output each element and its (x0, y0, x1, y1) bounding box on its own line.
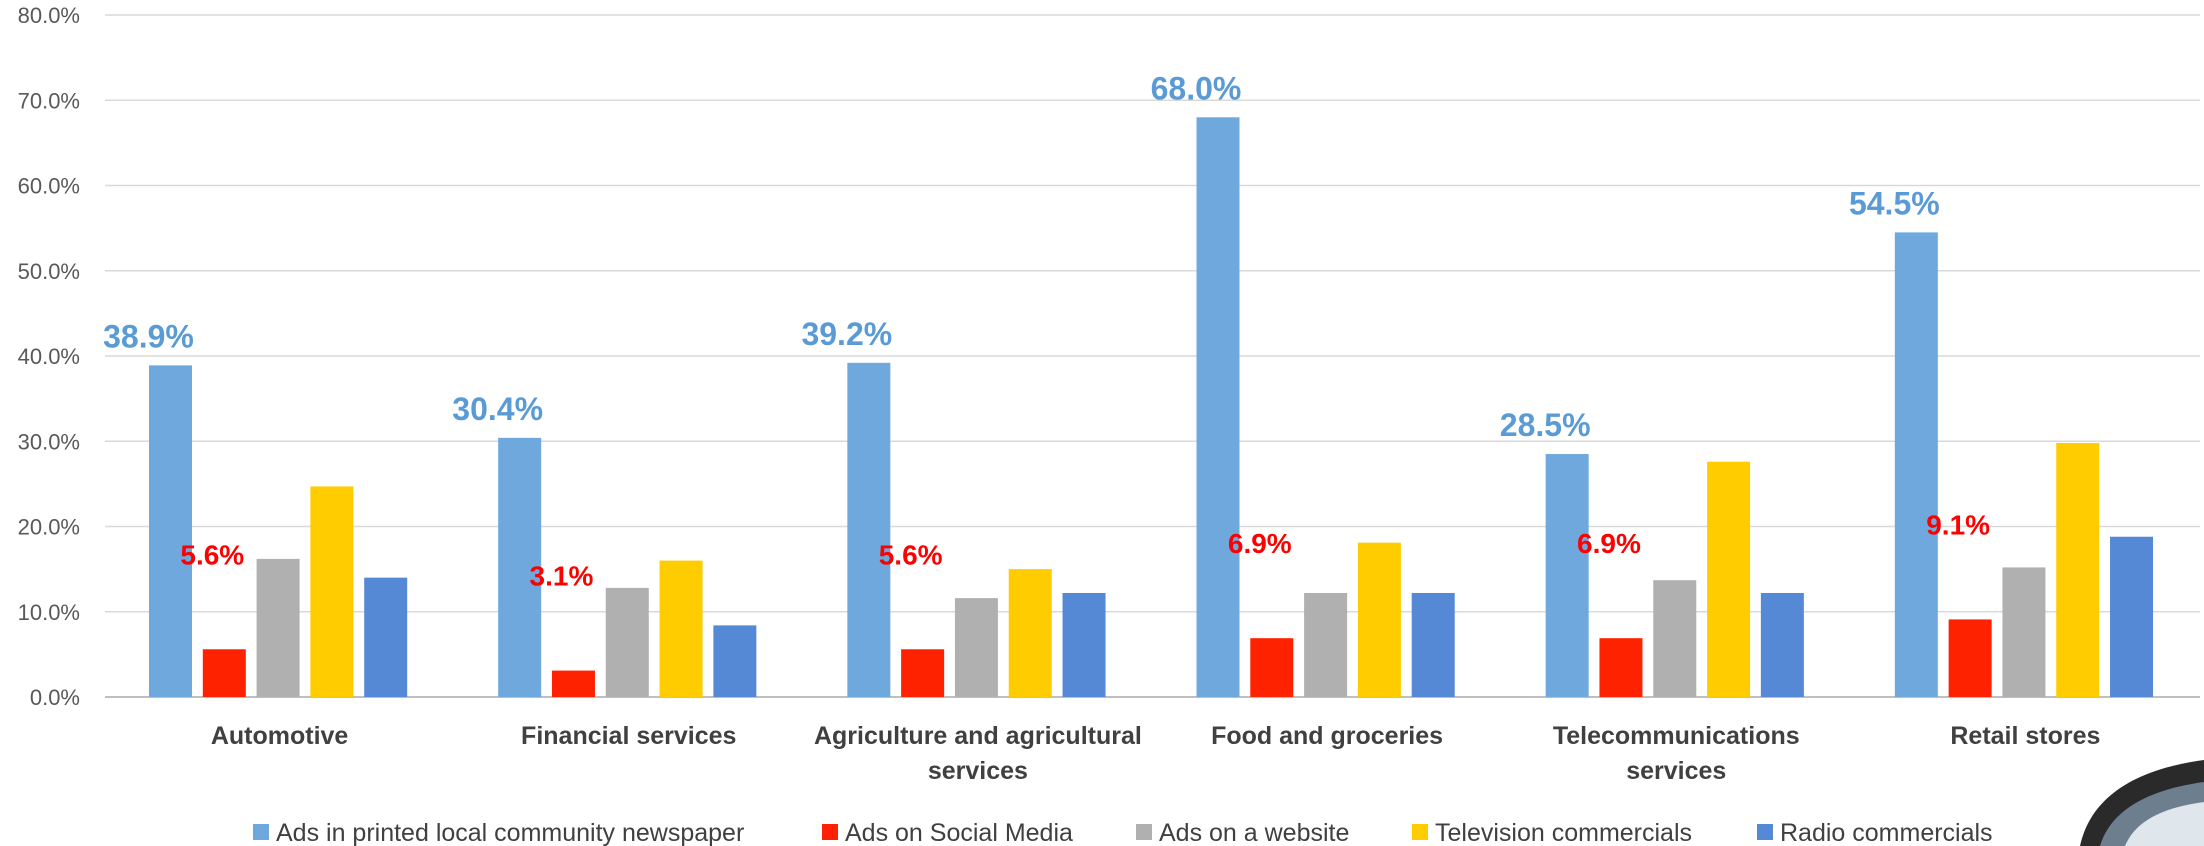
x-tick-label: Retail stores (1950, 722, 2100, 750)
bar (1250, 638, 1294, 697)
x-tick-label: Food and groceries (1211, 722, 1443, 750)
y-tick-label: 70.0% (18, 88, 80, 113)
legend-swatch (253, 824, 269, 840)
bar (310, 486, 354, 697)
legend-entry: Ads on Social Media (845, 819, 1073, 846)
bar (256, 558, 300, 697)
data-label: 38.9% (103, 318, 194, 354)
y-tick-label: 40.0% (18, 344, 80, 369)
corner-graphic (2080, 760, 2204, 846)
y-tick-label: 10.0% (18, 600, 80, 625)
y-tick-label: 80.0% (18, 3, 80, 28)
data-label: 30.4% (452, 391, 543, 427)
x-tick-label: Automotive (211, 722, 349, 750)
legend-entry: Ads on a website (1159, 819, 1349, 846)
data-label: 5.6% (879, 539, 943, 570)
data-label: 6.9% (1577, 528, 1641, 559)
bar (1304, 592, 1348, 697)
bar (1707, 461, 1751, 697)
bar (551, 670, 595, 697)
bar (2056, 442, 2100, 697)
data-label: 6.9% (1228, 528, 1292, 559)
y-axis: 0.0% 10.0% 20.0% 30.0% 40.0% 50.0% 60.0% 70.0% 8… (18, 3, 80, 710)
bar (1948, 619, 1992, 697)
legend-swatch (1757, 824, 1773, 840)
bar (1545, 454, 1589, 697)
bar (364, 577, 408, 697)
bar (605, 587, 649, 697)
bar (847, 362, 891, 697)
data-label: 3.1% (530, 561, 594, 592)
bar (1599, 638, 1643, 697)
data-label: 5.6% (180, 539, 244, 570)
legend-swatch (1136, 824, 1152, 840)
gridlines (105, 14, 2200, 698)
x-axis: Automotive Financial services Agriculture … (211, 722, 2101, 785)
bar (498, 437, 542, 697)
y-tick-label: 50.0% (18, 259, 80, 284)
bar (2110, 536, 2154, 697)
bar (202, 649, 246, 697)
legend-swatch (1412, 824, 1428, 840)
bar (713, 625, 757, 697)
legend-entry: Ads in printed local community newspaper (276, 819, 744, 846)
bar (149, 365, 192, 697)
y-tick-label: 60.0% (18, 174, 80, 199)
y-tick-label: 20.0% (18, 515, 80, 540)
data-label: 39.2% (801, 316, 892, 352)
y-tick-label: 30.0% (18, 429, 80, 454)
bar (901, 649, 945, 697)
data-label: 28.5% (1500, 407, 1591, 443)
bar (1357, 542, 1401, 697)
x-tick-label: Telecommunications (1553, 722, 1800, 750)
x-tick-label: Agriculture and agricultural (814, 722, 1142, 750)
x-tick-label: services (1626, 757, 1726, 785)
data-label: 54.5% (1849, 185, 1940, 221)
bar (1411, 592, 1455, 697)
bar (1653, 580, 1697, 697)
data-label: 68.0% (1151, 70, 1242, 106)
legend-entry: Radio commercials (1780, 819, 1993, 846)
bar (2002, 567, 2046, 697)
legend: Ads in printed local community newspaper… (253, 819, 1993, 846)
data-label: 9.1% (1926, 509, 1990, 540)
bar (1196, 117, 1240, 698)
legend-entry: Television commercials (1435, 819, 1692, 846)
x-tick-label: services (928, 757, 1028, 785)
bar (1008, 569, 1052, 697)
bar (954, 598, 998, 697)
bar (1760, 592, 1804, 697)
bar (1894, 232, 1938, 697)
data-labels: 38.9% 5.6% 30.4% 3.1% 39.2% 5.6% 68.0% 6.9% 28.5… (103, 70, 1990, 591)
legend-swatch (822, 824, 838, 840)
bar (1062, 592, 1106, 697)
x-tick-label: Financial services (521, 722, 736, 750)
y-tick-label: 0.0% (30, 685, 80, 710)
bar (659, 560, 703, 697)
bars (149, 117, 2154, 698)
